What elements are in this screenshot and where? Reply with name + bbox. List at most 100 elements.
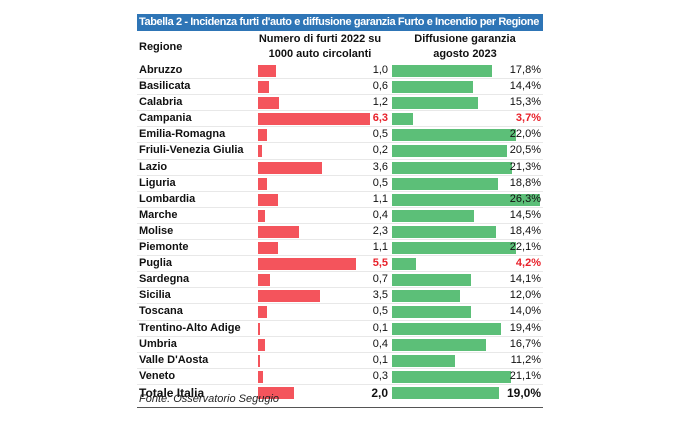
diffusione-value: 11,2%: [510, 353, 541, 366]
furti-bar: [258, 258, 356, 271]
region-name: Calabria: [139, 96, 183, 109]
diffusione-value: 18,8%: [509, 176, 541, 189]
furti-value: 2,0: [371, 385, 388, 400]
furti-bar: [258, 97, 280, 110]
header-diffusione: Diffusione garanzia agosto 2023: [395, 32, 535, 62]
diffusione-bar: [392, 338, 487, 351]
diffusione-value: 20,5%: [509, 144, 541, 157]
diffusione-bar: [392, 370, 511, 383]
header-furti: Numero di furti 2022 su 1000 auto circol…: [245, 32, 395, 62]
region-name: Emilia-Romagna: [139, 128, 226, 141]
furti-value: 0,5: [372, 176, 388, 189]
header-furti-line2: 1000 auto circolanti: [268, 48, 372, 60]
header-diffusione-line1: Diffusione garanzia: [414, 33, 516, 45]
furti-value: 1,2: [372, 96, 388, 109]
furti-bar: [258, 113, 371, 126]
region-name: Friuli-Venezia Giulia: [139, 144, 244, 157]
diffusione-bar: [392, 97, 479, 110]
diffusione-value: 21,3%: [509, 160, 541, 173]
furti-value: 0,7: [372, 273, 388, 286]
furti-bar: [258, 225, 299, 238]
furti-bar: [258, 242, 278, 255]
furti-value: 0,6: [372, 80, 388, 93]
furti-value: 1,1: [372, 241, 388, 254]
diffusione-value: 3,7%: [515, 112, 541, 125]
diffusione-value: 17,8%: [509, 64, 541, 76]
furti-value: 3,6: [372, 160, 388, 173]
table-row: Umbria 0,4 16,7%: [137, 337, 543, 353]
region-name: Puglia: [139, 257, 173, 270]
furti-bar: [258, 193, 278, 206]
diffusione-bar: [392, 161, 512, 174]
diffusione-value: 19,0%: [506, 385, 541, 400]
diffusione-value: 12,0%: [509, 289, 541, 302]
furti-bar: [258, 386, 294, 399]
table-row: Valle D'Aosta 0,1 11,2%: [137, 353, 543, 369]
furti-value: 2,3: [372, 224, 388, 237]
furti-bar: [258, 338, 266, 351]
table-row: Campania 6,3 3,7%: [137, 111, 543, 128]
table-row: Molise 2,3 18,4%: [137, 224, 543, 241]
region-name: Sicilia: [139, 289, 171, 302]
table-body: Abruzzo 1,0 17,8% Basilicata 0,6 14,4% Calabri…: [137, 63, 543, 401]
region-name: Lazio: [139, 160, 168, 173]
furti-bar: [258, 274, 271, 287]
furti-value: 5,5: [372, 257, 388, 270]
diffusione-bar: [392, 258, 416, 271]
diffusione-bar: [392, 65, 493, 77]
diffusione-value: 22,0%: [509, 128, 541, 141]
diffusione-bar: [392, 209, 474, 222]
region-name: Basilicata: [139, 80, 191, 93]
furti-value: 0,5: [372, 128, 388, 141]
table-row: Friuli-Venezia Giulia 0,2 20,5%: [137, 143, 543, 160]
source-note: Fonte: Osservatorio Segugio: [139, 393, 280, 405]
bottom-divider: [137, 407, 543, 408]
furti-value: 0,4: [372, 208, 388, 221]
region-name: Toscana: [139, 305, 183, 318]
diffusione-value: 14,1%: [509, 273, 541, 286]
diffusione-value: 14,5%: [509, 208, 541, 221]
diffusione-bar: [392, 225, 496, 238]
table-row: Veneto 0,3 21,1%: [137, 369, 543, 385]
table-row: Basilicata 0,6 14,4%: [137, 79, 543, 96]
table-row: Abruzzo 1,0 17,8%: [137, 63, 543, 80]
furti-bar: [258, 81, 269, 94]
region-name: Sardegna: [139, 273, 190, 286]
region-name: Marche: [139, 208, 178, 221]
table-row: Toscana 0,5 14,0%: [137, 304, 543, 321]
diffusione-bar: [392, 81, 474, 94]
diffusione-bar: [392, 129, 516, 142]
diffusione-value: 21,1%: [509, 369, 541, 382]
diffusione-value: 18,4%: [509, 224, 541, 237]
diffusione-value: 16,7%: [509, 337, 541, 350]
region-name: Valle D'Aosta: [139, 353, 209, 366]
table-row: Totale Italia 2,0 19,0%: [137, 385, 543, 401]
table-row: Puglia 5,5 4,2%: [137, 256, 543, 273]
diffusione-bar: [392, 354, 456, 367]
diffusione-bar: [392, 322, 502, 335]
diffusione-value: 26,3%: [509, 192, 541, 205]
diffusione-bar: [392, 193, 541, 206]
furti-value: 0,3: [372, 369, 388, 382]
diffusione-value: 4,2%: [515, 257, 541, 270]
region-name: Veneto: [139, 369, 176, 382]
region-name: Campania: [139, 112, 192, 125]
diffusione-bar: [392, 290, 460, 303]
furti-bar: [258, 209, 266, 222]
diffusione-value: 14,0%: [509, 305, 541, 318]
table-row: Marche 0,4 14,5%: [137, 208, 543, 224]
region-name: Piemonte: [139, 241, 189, 254]
furti-value: 0,1: [372, 353, 388, 366]
furti-value: 0,5: [372, 305, 388, 318]
diffusione-value: 19,4%: [509, 321, 541, 334]
diffusione-bar: [392, 242, 517, 255]
diffusione-bar: [392, 177, 498, 190]
furti-bar: [258, 354, 260, 367]
table-row: Lombardia 1,1 26,3%: [137, 192, 543, 208]
region-name: Molise: [139, 224, 174, 237]
table-row: Liguria 0,5 18,8%: [137, 176, 543, 192]
header-furti-line1: Numero di furti 2022 su: [258, 33, 382, 45]
diffusione-value: 15,3%: [509, 96, 541, 109]
diffusione-bar: [392, 386, 499, 399]
furti-value: 3,5: [372, 289, 388, 302]
